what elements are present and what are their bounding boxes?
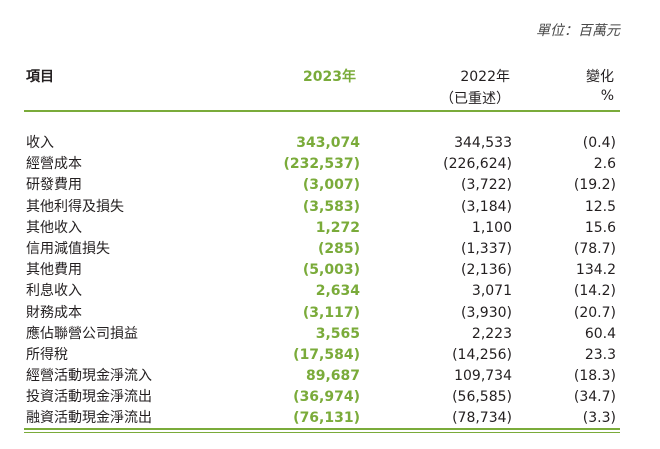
- table-row: 其他收入 1,272 1,100 15.6: [0, 218, 660, 239]
- header-year-2022-restated: （已重述）: [440, 91, 510, 107]
- row-value-2022: (3,184): [460, 198, 512, 215]
- row-change: 134.2: [575, 262, 616, 279]
- header-change-unit: %: [600, 88, 614, 104]
- row-label: 經營活動現金淨流入: [26, 368, 152, 385]
- row-label: 財務成本: [26, 304, 82, 321]
- row-label: 所得稅: [26, 346, 68, 363]
- row-label: 投資活動現金淨流出: [26, 389, 152, 406]
- row-change: 23.3: [584, 346, 616, 363]
- row-value-2022: (226,624): [443, 156, 512, 173]
- row-value-2022: (14,256): [452, 346, 512, 363]
- row-label: 其他利得及損失: [26, 198, 124, 215]
- row-change: (18.3): [573, 368, 616, 385]
- row-value-2023: (36,974): [293, 389, 360, 406]
- row-label: 信用減值損失: [26, 240, 110, 257]
- table-row: 經營成本 (232,537) (226,624) 2.6: [0, 154, 660, 175]
- row-value-2023: (232,537): [283, 156, 360, 173]
- row-value-2023: 1,272: [315, 219, 360, 236]
- row-change: 15.6: [584, 219, 616, 236]
- row-label: 其他費用: [26, 262, 82, 279]
- table-row: 利息收入 2,634 3,071 (14.2): [0, 281, 660, 302]
- row-value-2022: (2,136): [460, 262, 512, 279]
- row-value-2023: (17,584): [293, 346, 360, 363]
- row-value-2022: (56,585): [452, 389, 512, 406]
- table-row: 其他利得及損失 (3,583) (3,184) 12.5: [0, 197, 660, 218]
- header-year-2023: 2023年: [303, 69, 356, 85]
- row-value-2023: 2,634: [315, 283, 360, 300]
- row-change: (34.7): [573, 389, 616, 406]
- row-value-2023: (5,003): [302, 262, 360, 279]
- header-divider: [24, 110, 620, 112]
- row-label: 收入: [26, 135, 54, 151]
- table-row: 所得稅 (17,584) (14,256) 23.3: [0, 345, 660, 366]
- table-row: 融資活動現金淨流出 (76,131) (78,734) (3.3): [0, 408, 660, 429]
- row-change: 12.5: [584, 198, 616, 215]
- row-change: (20.7): [573, 304, 616, 321]
- row-value-2023: (285): [317, 240, 360, 257]
- table-bottom-rule-thin: [24, 432, 620, 433]
- row-value-2022: (78,734): [452, 410, 512, 427]
- table-row: 收入 343,074 344,533 (0.4): [0, 133, 660, 154]
- table-row: 經營活動現金淨流入 89,687 109,734 (18.3): [0, 366, 660, 387]
- row-label: 研發費用: [26, 177, 82, 194]
- table-row: 財務成本 (3,117) (3,930) (20.7): [0, 303, 660, 324]
- row-value-2023: (3,583): [302, 198, 360, 215]
- table-body: 收入 343,074 344,533 (0.4) 經營成本 (232,537) …: [0, 133, 660, 430]
- row-label: 融資活動現金淨流出: [26, 410, 152, 427]
- row-value-2023: (76,131): [293, 410, 360, 427]
- row-change: (3.3): [582, 410, 616, 427]
- row-value-2022: 344,533: [454, 135, 512, 151]
- row-change: (19.2): [573, 177, 616, 194]
- row-label: 應佔聯營公司損益: [26, 325, 138, 342]
- row-value-2022: 2,223: [471, 325, 512, 342]
- table-row: 其他費用 (5,003) (2,136) 134.2: [0, 260, 660, 281]
- unit-note: 單位：百萬元: [536, 23, 620, 39]
- table-row: 信用減值損失 (285) (1,337) (78.7): [0, 239, 660, 260]
- row-value-2022: 109,734: [454, 368, 512, 385]
- header-year-2022: 2022年: [460, 69, 510, 85]
- row-label: 其他收入: [26, 219, 82, 236]
- row-change: (14.2): [573, 283, 616, 300]
- row-value-2022: 3,071: [471, 283, 512, 300]
- row-value-2022: 1,100: [471, 219, 512, 236]
- header-change: 變化: [586, 69, 614, 85]
- row-value-2022: (1,337): [460, 240, 512, 257]
- row-value-2022: (3,722): [460, 177, 512, 194]
- row-change: (0.4): [582, 135, 616, 151]
- row-value-2023: (3,007): [302, 177, 360, 194]
- row-change: 60.4: [584, 325, 616, 342]
- row-value-2022: (3,930): [460, 304, 512, 321]
- row-value-2023: (3,117): [302, 304, 360, 321]
- table-row: 研發費用 (3,007) (3,722) (19.2): [0, 175, 660, 196]
- header-item: 項目: [26, 69, 54, 85]
- row-label: 經營成本: [26, 156, 82, 173]
- row-change: (78.7): [573, 240, 616, 257]
- row-change: 2.6: [593, 156, 616, 173]
- table-row: 投資活動現金淨流出 (36,974) (56,585) (34.7): [0, 387, 660, 408]
- row-value-2023: 89,687: [305, 368, 360, 385]
- row-value-2023: 343,074: [296, 135, 360, 151]
- table-bottom-rule: [24, 428, 620, 430]
- row-value-2023: 3,565: [315, 325, 360, 342]
- row-label: 利息收入: [26, 283, 82, 300]
- table-row: 應佔聯營公司損益 3,565 2,223 60.4: [0, 324, 660, 345]
